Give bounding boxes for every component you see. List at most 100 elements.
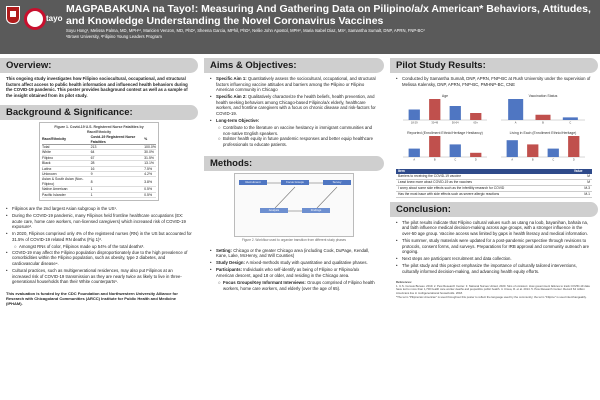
background-body: Filipinos are the 2nd largest Asian subg… [0,203,198,289]
method-participants: Participants: Individuals who self-ident… [210,267,378,278]
longterm-label: Long-term Objective: [216,118,260,124]
table-row: Filipino 67 31.5% [42,155,156,162]
chart-age-svg: 18-29 30-49 50-64 65+ [403,98,487,124]
table-header: % [144,135,156,146]
results-row: Least knew more about COVID-19 as the va… [396,179,592,186]
aim-1: Specific Aim 1: Quantitatively assess th… [210,76,378,93]
table-cell: 7.5% [144,166,156,173]
design-text: A mixed-methods study with quantitative … [245,260,368,266]
table-header: Race/Ethnicity [42,135,91,146]
column-right: Pilot Study Results: Conducted by Samant… [390,58,598,302]
results-cell: M [571,173,592,180]
conclusion-bullet: This summer, study materials were update… [396,238,592,255]
chart-tick-label: B [542,120,544,124]
chart-bar [429,135,441,157]
chart-tick-label: B [434,157,436,161]
chart-vaccination-svg: A B C [501,98,585,124]
chart-tick-label: 30-49 [431,120,438,124]
aim-2-label: Specific Aim 2: [216,94,247,100]
longterm-item: Contribute to the literature on vaccine … [218,125,378,136]
poster-authors: Soyu Hong¹, Melissa Palma, MD, MPH¹², Ma… [66,28,596,39]
table-cell: Filipino [42,155,91,162]
table-row: White 64 30.0% [42,149,156,156]
results-cell: Has the most issue with side effects suc… [396,191,572,198]
results-header: Item [396,168,572,174]
table-cell: 4.2% [144,171,156,178]
references-title: References: [396,280,413,285]
chart-bar [568,135,580,157]
results-cell: I worry about some side effects such as … [396,185,572,192]
background-bullet: Cultural practices, such as multigenerat… [6,268,192,285]
chart-bar [535,114,551,120]
aim-1-label: Specific Aim 1: [216,76,247,81]
fatalities-table: Race/Ethnicity Covid-19 Registered Nurse… [42,135,156,199]
chart-living-svg: A B C D [501,135,585,161]
table-header: Covid-19 Registered Nurse Fatalities [90,135,145,146]
chart-bar [527,144,539,157]
chart-bar [449,105,461,120]
references: References: 1. U.S. Census Bureau. 2019.… [390,279,598,302]
aim-2: Specific Aim 2: Qualitatively characteri… [210,94,378,116]
results-header: Value [571,168,592,174]
chart-bar [449,144,461,157]
chart-tick-label: 50-64 [452,120,459,124]
design-label: Study Design: [216,260,245,266]
table-caption: Figure 1. Covid-19 U.S. Registered Nurse… [54,125,144,134]
conclusion-bullet: The pilot results indicate that Filipino… [396,220,592,237]
conclusion-title: Conclusion: [390,201,598,217]
table-cell: Pacific Islander [42,192,91,199]
focus-text: Groups comprised of Filipino health work… [223,280,375,291]
table-cell: 67 [90,155,145,162]
results-cell: Barriers to receiving the COVID-19 vacci… [396,173,572,180]
table-row: Native American 1 0.5% [42,186,156,193]
chart-bar [470,112,482,120]
table-cell: Latinx [42,166,91,173]
aim-2-text: Qualitatively characterize the health be… [216,94,376,117]
chart-hesitancy-svg: A B C D [403,135,487,161]
chart-bar [408,148,420,157]
chart-tick-label: D [475,157,477,161]
chart-bar [562,117,578,120]
chart-title: Age [441,93,449,98]
chart-bar [547,148,559,157]
table-cell: 1 [90,192,145,199]
table-cell: 16 [90,166,145,173]
terminology-footnote: *The term "Pilipino/a/x American" is use… [396,295,587,300]
aims-body: Specific Aim 1: Quantitatively assess th… [204,73,384,151]
table-cell: 31.5% [144,155,156,162]
results-row: Barriers to receiving the COVID-19 vacci… [396,173,592,180]
background-title: Background & Significance: [0,105,198,121]
methods-title: Methods: [204,155,384,171]
chart-age: Age 18-29 30-49 50-64 65+ [399,92,491,129]
table-cell: 8 [90,176,145,188]
background-bullet: In 2020, Filipinos comprised only 4% of … [6,231,192,242]
table-row: Unknown 9 4.2% [42,171,156,178]
table-cell: White [42,149,91,156]
conclusion-bullet: The pilot study and this project emphasi… [396,263,592,274]
diagram-node: Findings [302,207,330,214]
chart-tick-label: C [552,157,554,161]
table-cell: 9 [90,171,145,178]
chart-tick-label: A [515,120,517,124]
setting-label: Setting: [216,247,232,253]
diagram-node: Analysis [260,207,288,214]
tayo-logo-text: tayo [46,14,63,23]
table-row: Latinx 16 7.5% [42,166,156,173]
funding-statement: This evaluation is funded by the CDC Fou… [6,291,178,307]
tayo-logo: tayo [24,8,62,32]
results-cell: M-3 [571,185,592,192]
methods-body: Setting: Chicago or the greater Chicago … [204,245,384,295]
pilot-bullet: Conducted by Samantha Sumalt, DNP, APRN,… [396,76,592,87]
table-cell: 0.5% [144,186,156,193]
diagram-arrows [267,182,338,211]
table-cell: 28 [90,160,145,167]
chart-title: Living in Each (Enrollment Ethnic/Herita… [509,130,577,135]
method-focus-groups: Focus Groups/Key Informant Interviews: G… [218,280,378,291]
column-left: Overview: This ongoing study investigate… [0,58,198,308]
table-row: Black 28 13.1% [42,160,156,167]
chart-title: Reported (Enrollment Ethnic/Heritage Hes… [407,130,483,135]
chart-title: Vaccination Status [528,93,558,98]
longterm-item: Bolster health equity in future pandemic… [218,136,378,147]
tayo-logo-icon [24,8,46,30]
method-design: Study Design: A mixed-methods study with… [210,260,378,266]
